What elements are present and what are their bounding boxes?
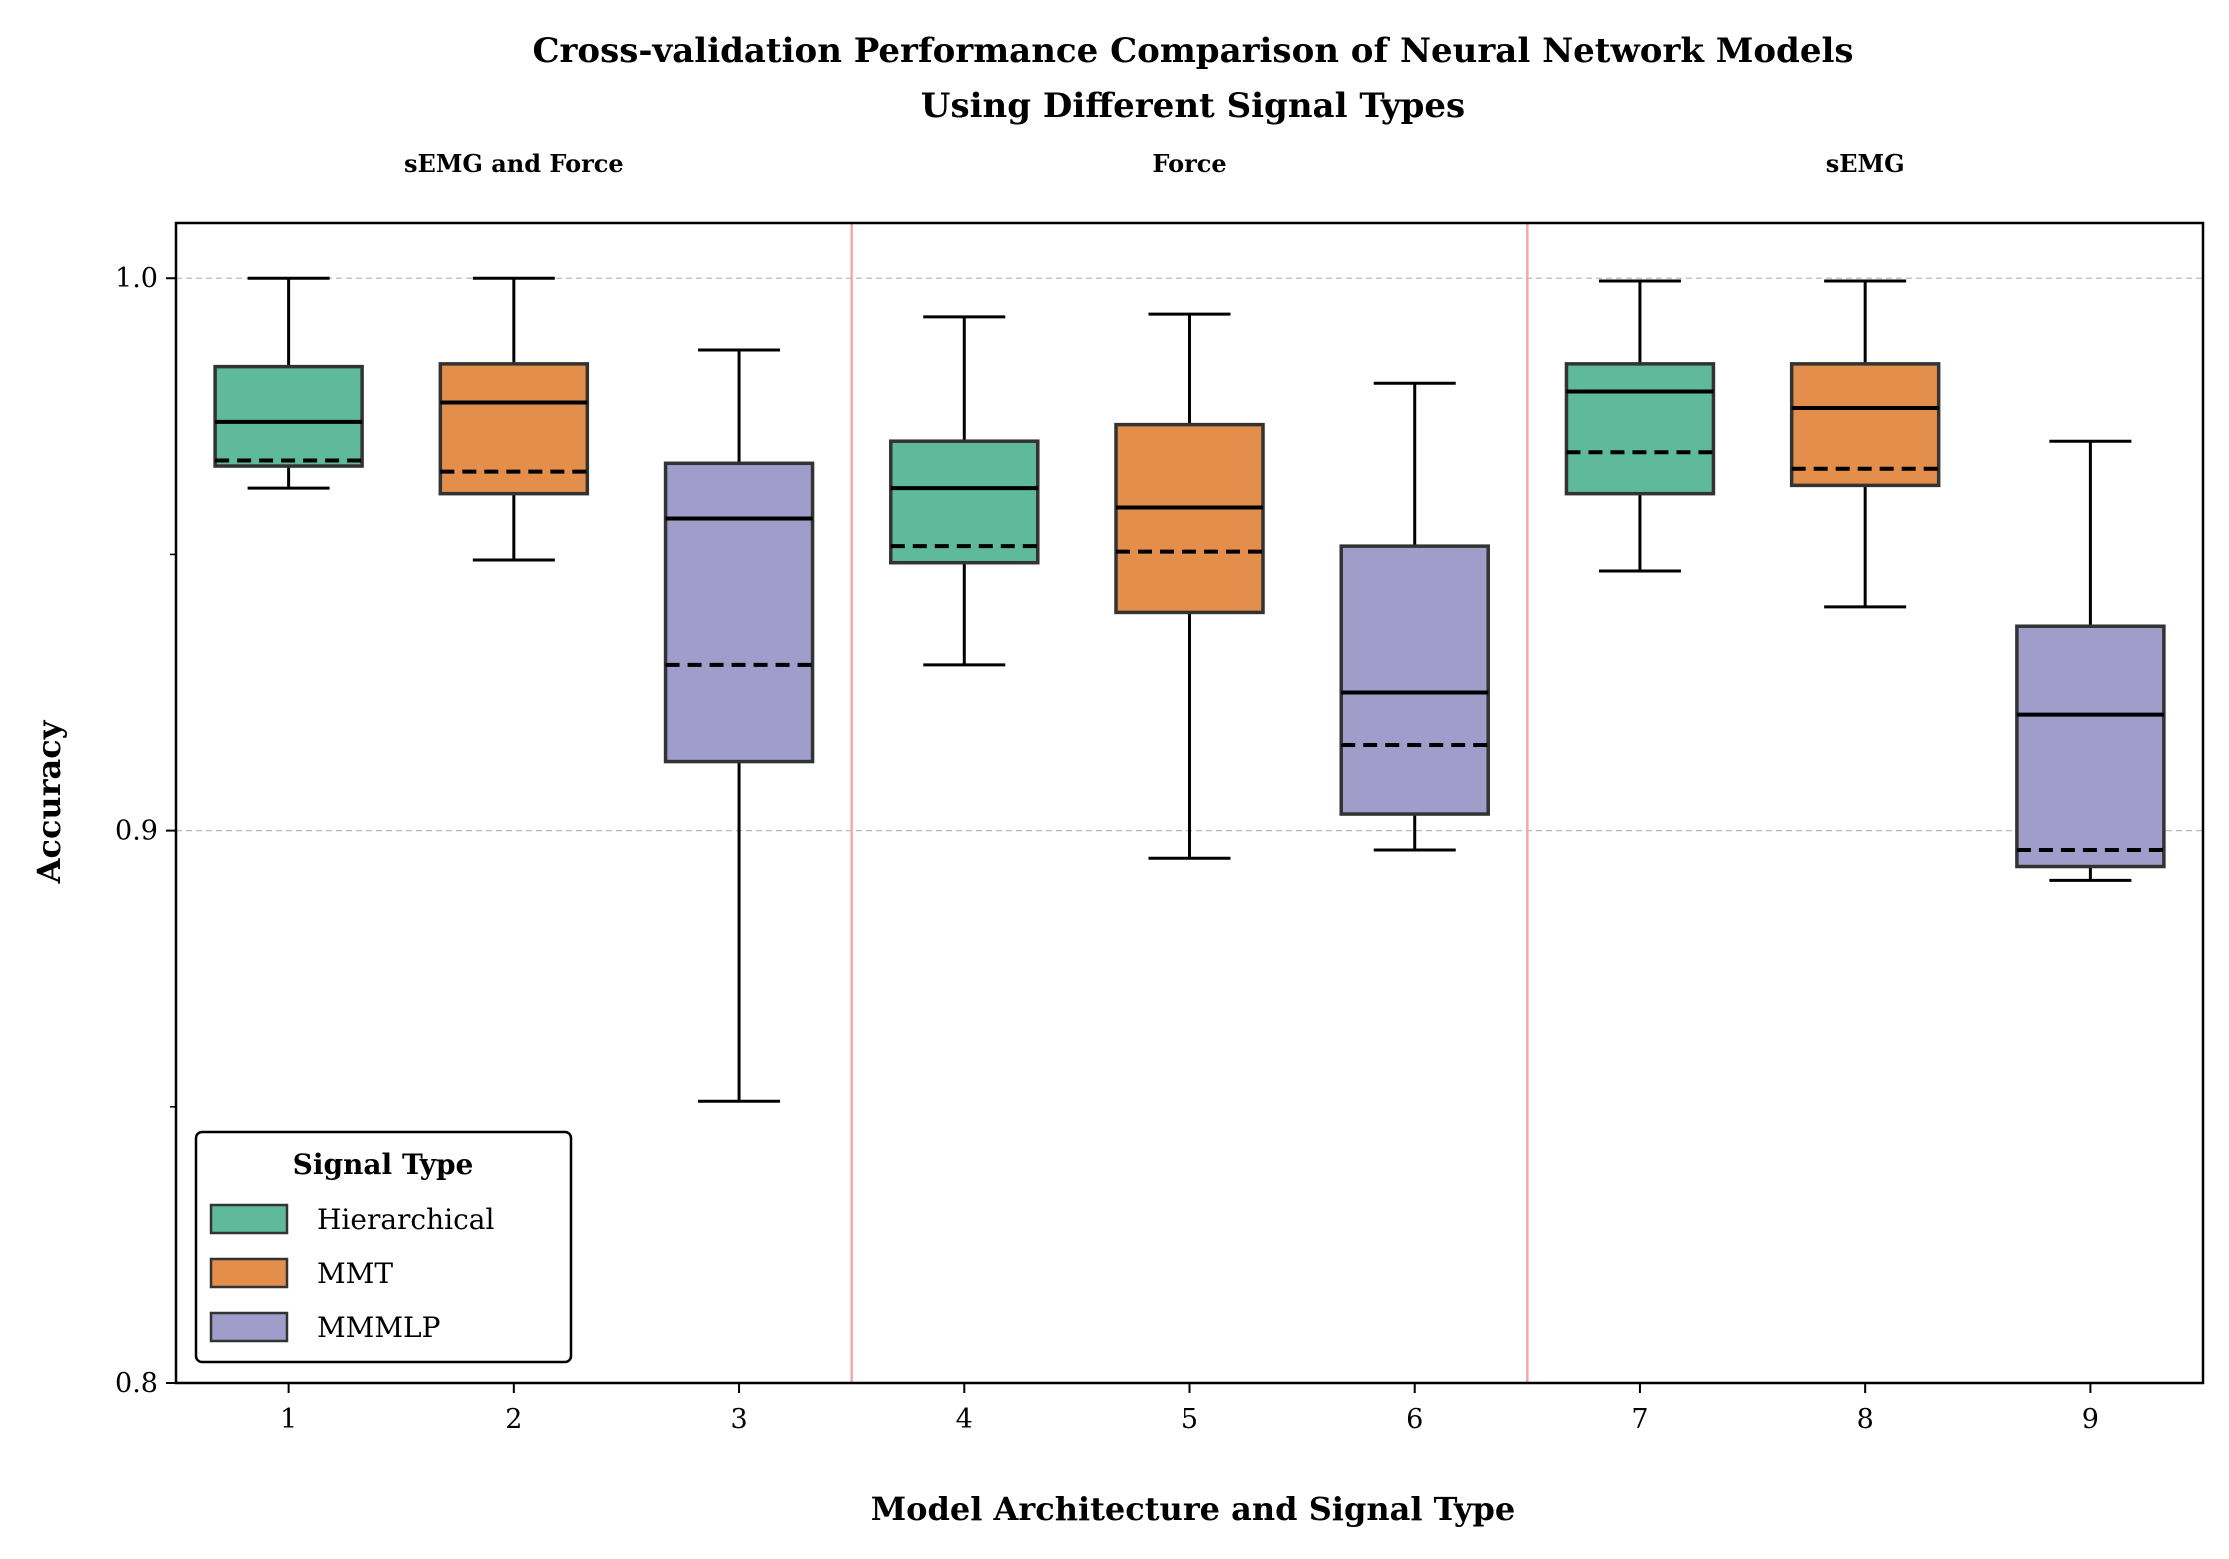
y-axis-label: Accuracy bbox=[30, 719, 68, 884]
box-5 bbox=[1114, 312, 1265, 860]
box-3 bbox=[663, 348, 815, 1103]
box-body-4 bbox=[889, 439, 1040, 565]
box-8 bbox=[1789, 279, 1941, 609]
legend-swatch-3 bbox=[209, 1311, 289, 1343]
box-9 bbox=[2015, 439, 2166, 882]
y-tick-label-1.0: 1.0 bbox=[115, 263, 158, 294]
y-axis: 0.8 0.9 1.0 bbox=[115, 263, 176, 1399]
box-body-7 bbox=[1564, 362, 1716, 496]
box-6 bbox=[1339, 381, 1490, 852]
box-4 bbox=[889, 315, 1040, 667]
box-body-5 bbox=[1114, 422, 1265, 615]
x-tick-label-9: 9 bbox=[2082, 1404, 2099, 1435]
legend-swatch-1 bbox=[209, 1203, 289, 1235]
chart-title-line-1: Cross-validation Performance Comparison … bbox=[532, 31, 1853, 71]
box-body-3 bbox=[663, 461, 815, 764]
box-body-9 bbox=[2015, 624, 2166, 869]
x-tick-label-4: 4 bbox=[956, 1404, 973, 1435]
box-2 bbox=[438, 276, 590, 562]
group-label-2: Force bbox=[1152, 149, 1226, 178]
legend-label-3: MMMLP bbox=[317, 1311, 440, 1344]
box-body-8 bbox=[1789, 362, 1941, 488]
box-series bbox=[213, 276, 2166, 1103]
box-1 bbox=[213, 276, 364, 490]
x-tick-label-5: 5 bbox=[1181, 1404, 1198, 1435]
y-tick-label-0.8: 0.8 bbox=[115, 1368, 158, 1399]
x-tick-label-2: 2 bbox=[505, 1404, 522, 1435]
group-label-1: sEMG and Force bbox=[404, 149, 624, 178]
box-body-6 bbox=[1339, 544, 1490, 816]
x-tick-label-6: 6 bbox=[1406, 1404, 1423, 1435]
legend: Signal Type Hierarchical MMT MMMLP bbox=[194, 1130, 573, 1364]
chart-title-line-2: Using Different Signal Types bbox=[921, 86, 1465, 126]
legend-swatch-2 bbox=[209, 1257, 289, 1289]
legend-label-1: Hierarchical bbox=[317, 1203, 494, 1236]
x-tick-label-8: 8 bbox=[1857, 1404, 1874, 1435]
group-separators bbox=[850, 223, 1529, 1383]
y-tick-label-0.9: 0.9 bbox=[115, 816, 158, 847]
group-labels: sEMG and Force Force sEMG bbox=[404, 149, 1905, 178]
box-body-1 bbox=[213, 364, 364, 468]
box-7 bbox=[1564, 279, 1716, 573]
x-axis-label: Model Architecture and Signal Type bbox=[871, 1490, 1516, 1528]
x-axis: 1 2 3 4 5 6 7 8 9 bbox=[280, 1383, 2099, 1435]
legend-label-2: MMT bbox=[317, 1257, 393, 1290]
group-label-3: sEMG bbox=[1826, 149, 1905, 178]
x-tick-label-3: 3 bbox=[730, 1404, 747, 1435]
legend-title: Signal Type bbox=[293, 1148, 474, 1181]
legend-frame bbox=[194, 1130, 573, 1364]
x-tick-label-7: 7 bbox=[1631, 1404, 1648, 1435]
box-body-2 bbox=[438, 362, 590, 496]
x-tick-label-1: 1 bbox=[280, 1404, 297, 1435]
